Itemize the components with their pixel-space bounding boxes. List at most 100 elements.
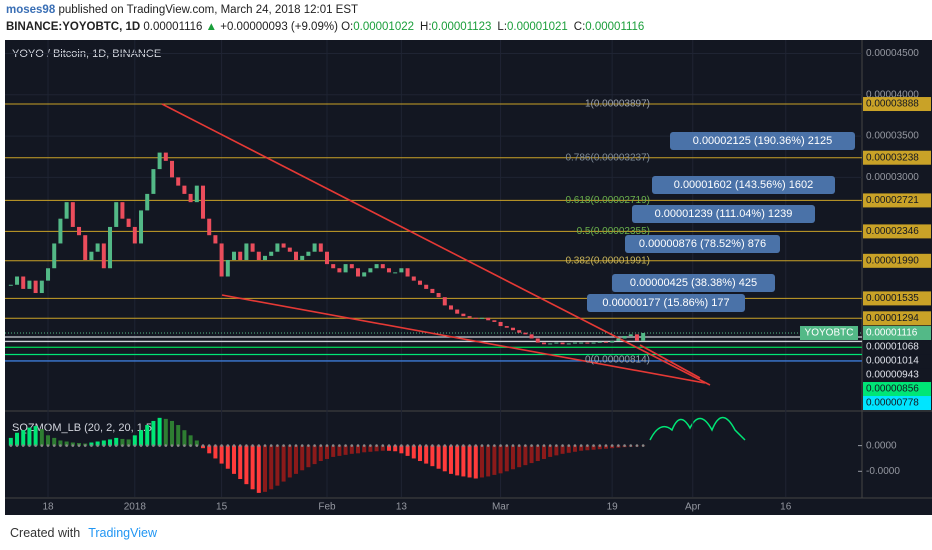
momentum-bar xyxy=(269,445,274,490)
candle xyxy=(610,340,615,343)
candle xyxy=(120,202,125,219)
x-tick-label: Mar xyxy=(492,502,510,513)
squeeze-dot xyxy=(251,444,254,447)
momentum-bar xyxy=(132,435,137,446)
squeeze-dot xyxy=(629,444,633,447)
candle xyxy=(498,321,503,327)
squeeze-dot xyxy=(307,444,310,447)
squeeze-dot xyxy=(83,444,87,447)
candle xyxy=(455,309,460,314)
candle xyxy=(77,226,82,236)
squeeze-dot xyxy=(269,444,273,447)
momentum-bar xyxy=(535,445,540,462)
candle xyxy=(139,210,144,244)
momentum-bar xyxy=(405,445,410,456)
squeeze-dot xyxy=(356,444,360,447)
price-label-bg xyxy=(863,224,931,239)
candle xyxy=(8,284,13,286)
squeeze-dot xyxy=(350,444,354,447)
candle xyxy=(442,297,447,306)
squeeze-dot xyxy=(462,444,465,447)
squeeze-dot xyxy=(431,444,434,447)
price-label-bg xyxy=(863,382,931,397)
momentum-bar xyxy=(461,445,466,477)
squeeze-dot xyxy=(158,444,161,447)
momentum-bar xyxy=(101,440,106,446)
squeeze-dot xyxy=(505,444,509,447)
squeeze-dot xyxy=(52,444,56,447)
squeeze-dot xyxy=(226,444,230,447)
squeeze-dot xyxy=(381,444,385,447)
squeeze-dot xyxy=(325,444,329,447)
momentum-bar xyxy=(70,442,75,446)
momentum-bar xyxy=(603,445,608,449)
candle xyxy=(126,218,131,227)
squeeze-dot xyxy=(548,444,552,447)
target-label: 0.00001239 (111.04%) 1239 xyxy=(655,208,793,220)
chart-bg xyxy=(5,40,932,515)
squeeze-dot xyxy=(592,444,595,447)
squeeze-dot xyxy=(9,444,13,447)
candle xyxy=(324,251,329,265)
candle xyxy=(535,338,540,343)
candle xyxy=(33,280,38,294)
momentum-bar xyxy=(380,445,385,451)
price-label: 0.00002346 xyxy=(866,226,919,237)
target-box xyxy=(652,176,835,194)
momentum-bar xyxy=(126,439,131,446)
candle xyxy=(622,335,627,339)
candle xyxy=(603,341,608,343)
indicator-tick-label: -0.0000 xyxy=(866,466,900,477)
price-label: 0.00001294 xyxy=(866,313,919,324)
candle xyxy=(114,202,119,227)
squeeze-dot xyxy=(164,444,168,447)
squeeze-dot xyxy=(418,444,422,447)
candle xyxy=(355,268,360,277)
candle xyxy=(399,268,404,273)
squeeze-dot xyxy=(635,444,639,447)
target-label: 0.00002125 (190.36%) 2125 xyxy=(693,135,832,147)
publish-line: moses98 published on TradingView.com, Ma… xyxy=(6,2,650,19)
squeeze-dot xyxy=(499,444,502,447)
momentum-bar xyxy=(548,445,553,457)
candle xyxy=(58,218,63,244)
squeeze-dot xyxy=(542,444,546,447)
squeeze-dot xyxy=(145,444,149,447)
momentum-bar xyxy=(312,445,317,465)
momentum-bar xyxy=(498,445,503,474)
last-tag xyxy=(800,326,858,341)
x-tick-label: Apr xyxy=(685,502,701,513)
momentum-bar xyxy=(213,445,218,459)
momentum-bar xyxy=(293,445,298,474)
chart: YOYO / Bitcoin, 1D, BINANCE SQZMOM_LB (2… xyxy=(5,40,932,515)
squeeze-dot xyxy=(567,444,571,447)
fib-label: 0.618(0.00002719) xyxy=(565,195,650,206)
momentum-bar xyxy=(343,445,348,455)
candle xyxy=(368,268,373,273)
momentum-bar xyxy=(579,445,584,451)
squeeze-dot xyxy=(139,444,143,447)
candle xyxy=(479,317,484,319)
squeeze-dot xyxy=(455,444,459,447)
change: +0.00000093 (+9.09%) xyxy=(220,21,338,33)
candle xyxy=(182,185,187,194)
candle xyxy=(219,243,224,277)
momentum-bar xyxy=(393,445,398,452)
momentum-bar xyxy=(145,425,150,446)
squeeze-dot xyxy=(170,444,174,447)
candle xyxy=(132,226,137,244)
candle xyxy=(566,343,571,345)
target-box xyxy=(625,235,780,253)
symbol: BINANCE:YOYOBTC, 1D xyxy=(6,21,141,33)
candle xyxy=(585,342,590,344)
candle xyxy=(275,243,280,252)
momentum-bar xyxy=(523,445,528,466)
candle xyxy=(386,268,391,273)
candle xyxy=(318,243,323,252)
squeeze-dot xyxy=(102,444,106,447)
squeeze-dot xyxy=(598,444,602,447)
squeeze-dot xyxy=(561,444,564,447)
target-box xyxy=(632,205,815,223)
momentum-bar xyxy=(486,445,491,477)
candle xyxy=(108,226,113,269)
